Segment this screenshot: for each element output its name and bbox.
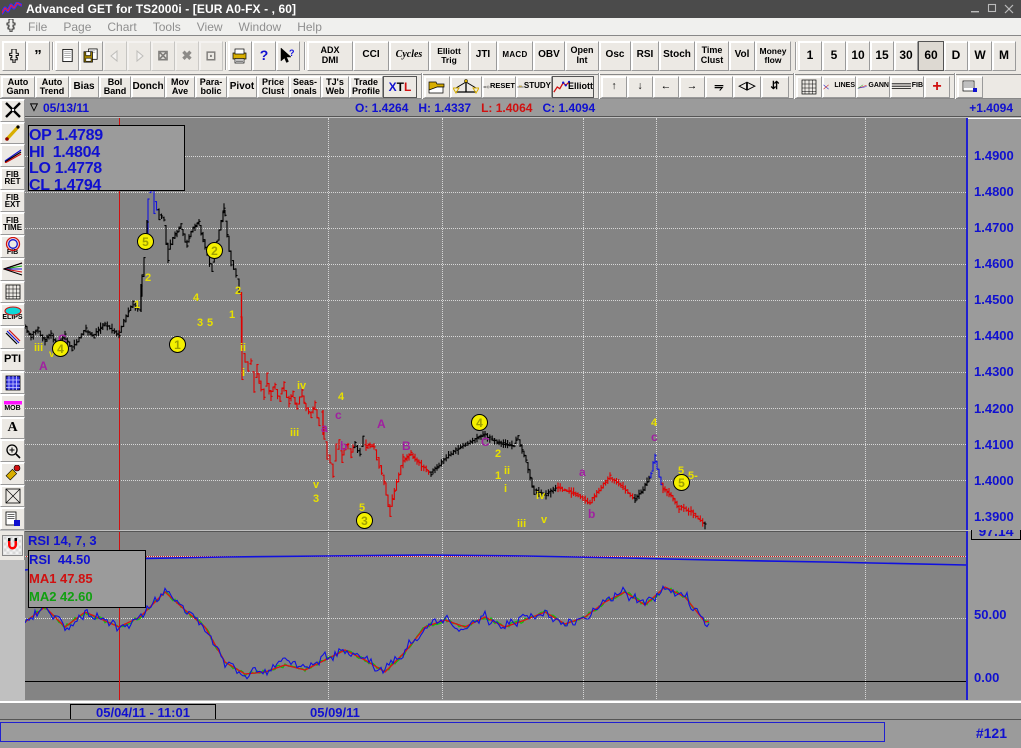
svg-text:?: ? [289, 48, 295, 58]
